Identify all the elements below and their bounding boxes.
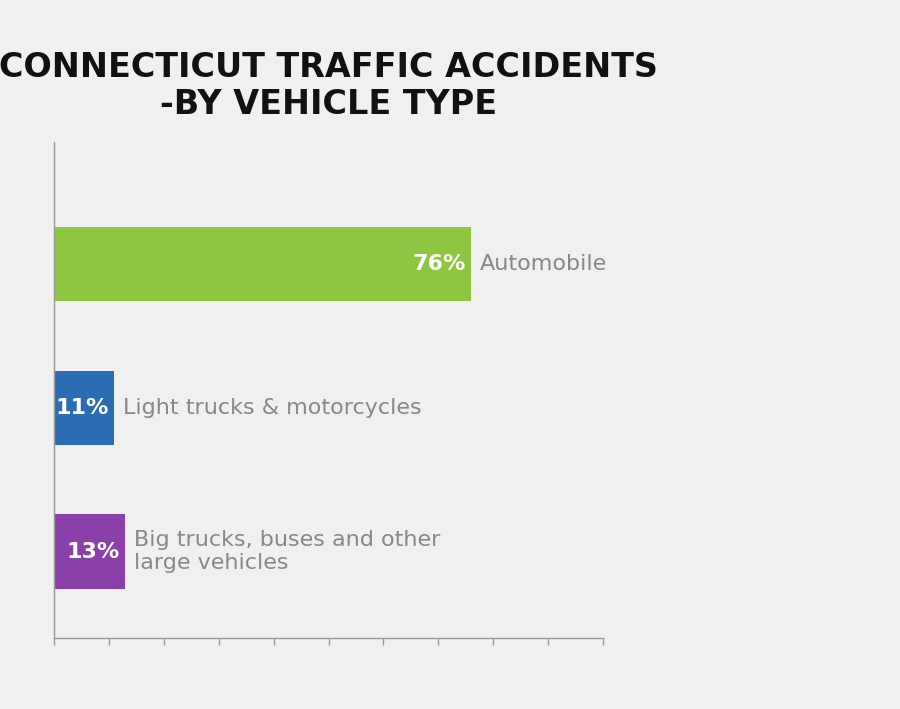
Text: 11%: 11%	[56, 398, 109, 418]
Text: Automobile: Automobile	[480, 254, 607, 274]
Bar	[54, 515, 125, 589]
Text: 76%: 76%	[412, 254, 466, 274]
Bar	[54, 371, 114, 445]
Text: 13%: 13%	[67, 542, 120, 562]
Text: Light trucks & motorcycles: Light trucks & motorcycles	[122, 398, 421, 418]
Bar	[54, 227, 472, 301]
Title: CONNECTICUT TRAFFIC ACCIDENTS
-BY VEHICLE TYPE: CONNECTICUT TRAFFIC ACCIDENTS -BY VEHICL…	[0, 51, 658, 121]
Text: Big trucks, buses and other
large vehicles: Big trucks, buses and other large vehicl…	[133, 530, 440, 574]
